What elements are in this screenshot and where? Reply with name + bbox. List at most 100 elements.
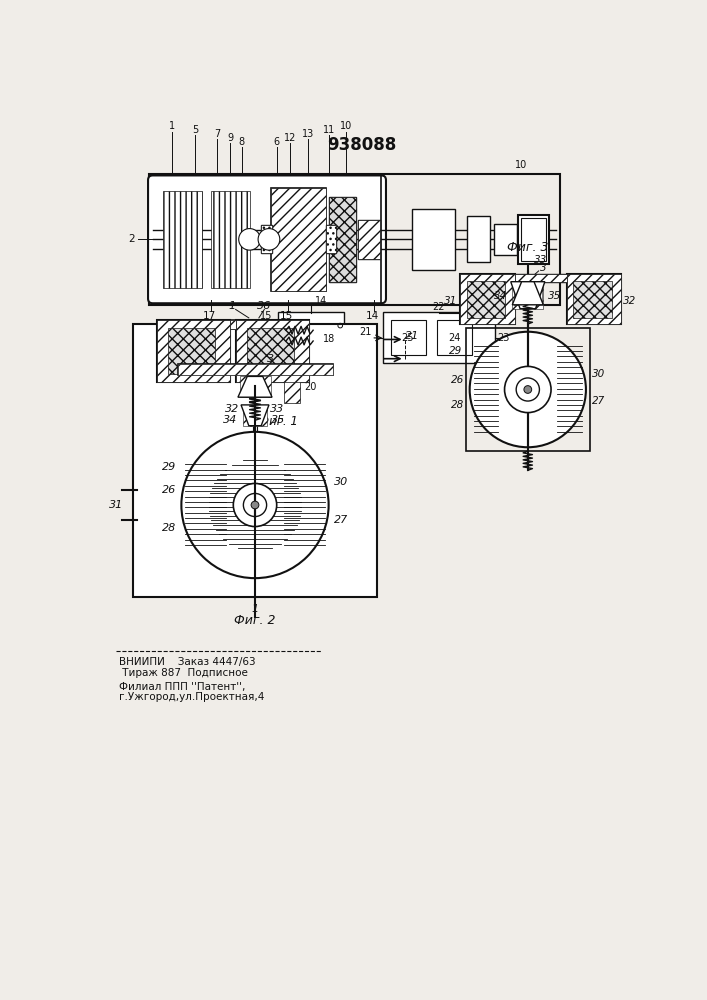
Bar — [573, 281, 612, 318]
Text: 15: 15 — [280, 311, 293, 321]
Bar — [230, 320, 235, 329]
Bar — [134, 324, 378, 597]
Bar — [211, 191, 250, 288]
Circle shape — [233, 483, 276, 527]
Bar — [515, 274, 566, 282]
Text: Фиг. 1: Фиг. 1 — [259, 415, 298, 428]
Text: 10: 10 — [340, 121, 353, 131]
Bar — [177, 428, 332, 582]
Text: 33: 33 — [269, 404, 284, 414]
Bar — [261, 225, 272, 253]
Bar — [566, 274, 621, 324]
Bar — [149, 174, 559, 305]
Bar — [271, 188, 325, 291]
Text: 10: 10 — [515, 160, 527, 170]
Text: 34: 34 — [223, 415, 238, 425]
FancyBboxPatch shape — [148, 175, 386, 303]
Text: 21: 21 — [360, 327, 372, 337]
Text: 3: 3 — [267, 354, 274, 364]
Text: Тираж 887  Подписное: Тираж 887 Подписное — [119, 668, 248, 678]
Bar — [329, 197, 356, 282]
Bar — [156, 320, 230, 382]
Bar — [358, 220, 380, 259]
Text: 27: 27 — [334, 515, 348, 525]
Bar — [261, 225, 272, 253]
Text: 4: 4 — [469, 311, 476, 321]
Text: 938088: 938088 — [327, 136, 397, 154]
Text: 1: 1 — [169, 121, 175, 131]
Circle shape — [243, 493, 267, 517]
Bar — [515, 274, 566, 282]
Text: 36: 36 — [257, 301, 271, 311]
Bar — [168, 328, 215, 374]
Bar — [437, 320, 472, 355]
Bar — [247, 328, 293, 374]
Bar — [518, 215, 549, 264]
Bar — [279, 366, 325, 409]
Text: 5: 5 — [192, 125, 199, 135]
Text: 31: 31 — [109, 500, 124, 510]
Text: 29: 29 — [162, 462, 176, 472]
Text: 13: 13 — [302, 129, 314, 139]
Circle shape — [182, 432, 329, 578]
Text: 35: 35 — [271, 415, 286, 425]
Text: Фиг. 3: Фиг. 3 — [507, 241, 549, 254]
Bar — [467, 281, 506, 318]
Text: 32: 32 — [624, 296, 637, 306]
Circle shape — [524, 386, 532, 393]
Text: 17: 17 — [203, 311, 216, 321]
Polygon shape — [510, 282, 545, 309]
Circle shape — [251, 501, 259, 509]
Polygon shape — [238, 376, 272, 397]
Bar — [573, 281, 612, 318]
Text: 9: 9 — [227, 133, 233, 143]
Bar — [358, 220, 380, 259]
Text: 25: 25 — [402, 333, 414, 343]
Text: ВНИИПИ    Заказ 4447/63: ВНИИПИ Заказ 4447/63 — [119, 657, 256, 667]
Bar — [279, 312, 344, 363]
Text: 14: 14 — [315, 296, 327, 306]
Text: 15: 15 — [259, 311, 272, 321]
Text: 2: 2 — [129, 234, 135, 244]
Bar — [325, 225, 337, 253]
Text: 31: 31 — [445, 296, 457, 306]
Text: Фиг. 2: Фиг. 2 — [234, 614, 276, 627]
Text: 26: 26 — [450, 375, 464, 385]
Bar — [168, 328, 215, 374]
Bar — [460, 274, 515, 324]
Bar — [177, 364, 332, 375]
Bar — [247, 328, 293, 374]
Text: 6: 6 — [274, 137, 280, 147]
Text: 3: 3 — [540, 263, 547, 273]
Text: 27: 27 — [592, 396, 605, 406]
Text: 14: 14 — [366, 311, 379, 321]
Bar — [230, 320, 235, 329]
Polygon shape — [513, 282, 543, 305]
Bar — [412, 209, 455, 270]
Text: 7: 7 — [214, 129, 220, 139]
Bar — [325, 225, 337, 253]
Text: 12: 12 — [284, 133, 296, 143]
Text: 8: 8 — [239, 137, 245, 147]
Text: 30: 30 — [592, 369, 605, 379]
Bar — [467, 216, 490, 262]
Text: 11: 11 — [322, 125, 334, 135]
Bar — [521, 218, 546, 261]
Text: 20: 20 — [305, 382, 317, 392]
Text: 32: 32 — [225, 404, 239, 414]
Bar — [381, 174, 559, 305]
Text: 34: 34 — [494, 291, 508, 301]
Bar — [513, 282, 543, 309]
Text: 24: 24 — [448, 333, 460, 343]
Circle shape — [516, 378, 539, 401]
Text: г.Ужгород,ул.Проектная,4: г.Ужгород,ул.Проектная,4 — [119, 692, 264, 702]
Text: 1: 1 — [228, 301, 235, 311]
Text: 4: 4 — [483, 301, 489, 311]
Text: 18: 18 — [322, 334, 334, 344]
Text: Филиал ППП ''Патент'',: Филиал ППП ''Патент'', — [119, 682, 246, 692]
Bar — [493, 224, 517, 255]
Text: 35: 35 — [549, 291, 561, 301]
Text: 28: 28 — [162, 523, 176, 533]
Bar — [156, 320, 230, 382]
Text: 19: 19 — [288, 365, 300, 375]
